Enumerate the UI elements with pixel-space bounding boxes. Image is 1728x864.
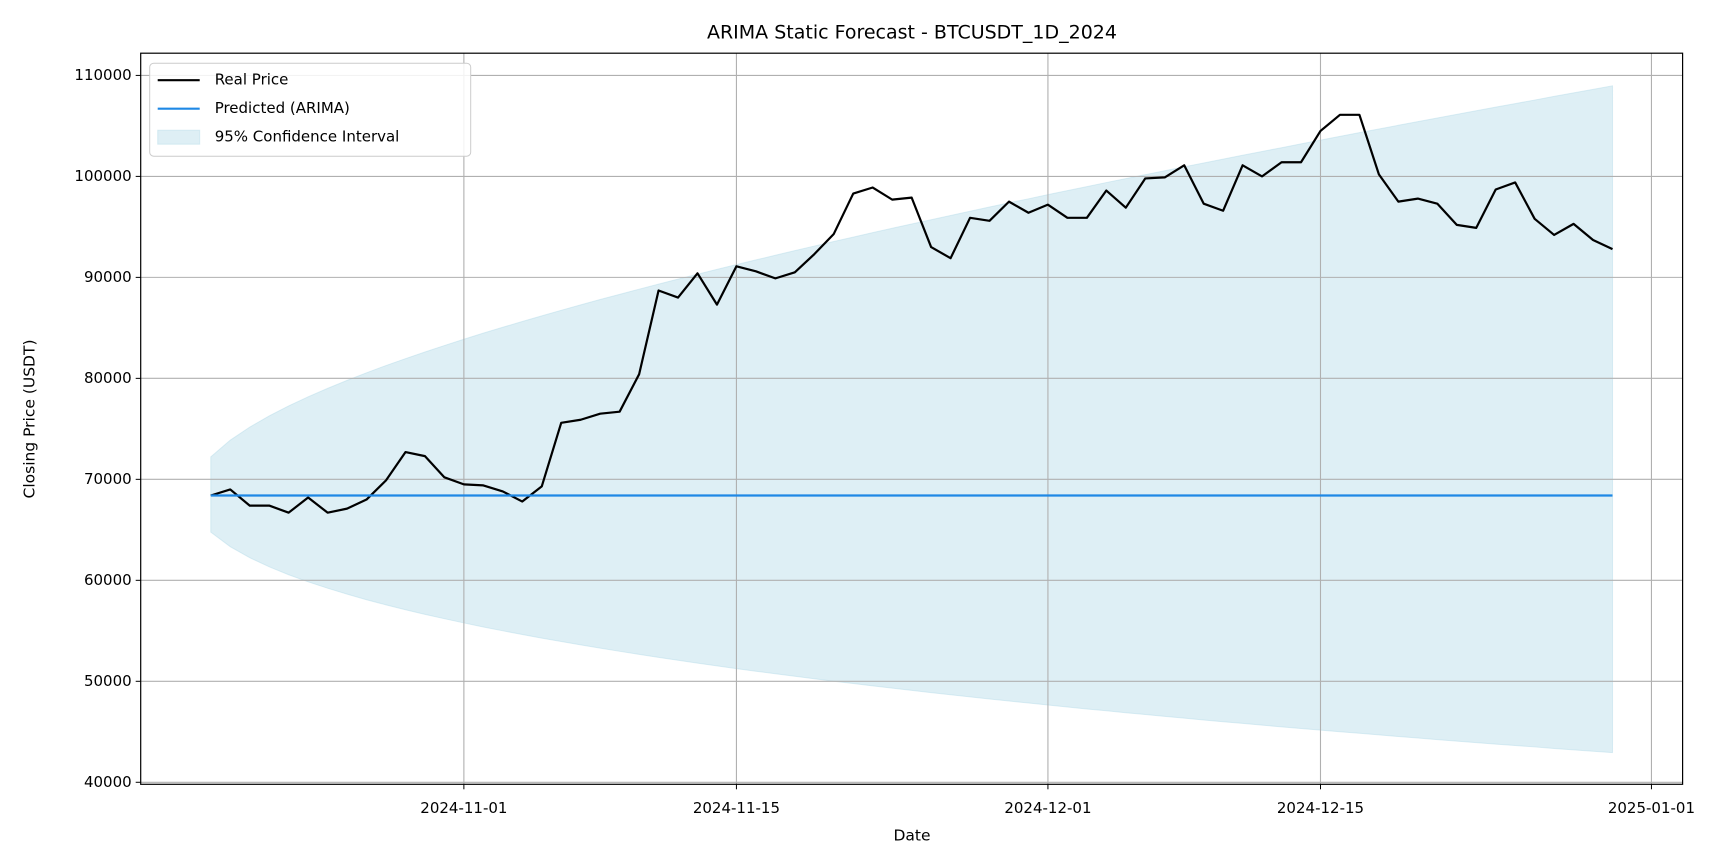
- y-tick-label: 80000: [84, 369, 132, 387]
- y-tick-label: 110000: [74, 66, 131, 84]
- legend-swatch: [157, 129, 201, 145]
- y-tick-label: 90000: [84, 268, 132, 286]
- chart-title: ARIMA Static Forecast - BTCUSDT_1D_2024: [707, 22, 1117, 44]
- legend-box: [149, 62, 472, 157]
- legend-label: 95% Confidence Interval: [215, 128, 400, 146]
- x-tick-label: 2024-11-15: [693, 799, 780, 817]
- y-tick-label: 40000: [84, 773, 132, 791]
- x-tick-label: 2024-12-15: [1277, 799, 1364, 817]
- y-tick-label: 50000: [84, 672, 132, 690]
- series-line: [210, 113, 1613, 514]
- y-tick-label: 70000: [84, 470, 132, 488]
- axes-frame: [140, 52, 1684, 785]
- x-tick-label: 2024-11-01: [420, 799, 507, 817]
- x-tick-label: 2025-01-01: [1608, 799, 1695, 817]
- y-tick-label: 60000: [84, 571, 132, 589]
- legend-label: Predicted (ARIMA): [215, 99, 350, 117]
- x-axis-label: Date: [893, 827, 930, 845]
- legend-label: Real Price: [215, 71, 289, 89]
- y-axis-label: Closing Price (USDT): [21, 339, 39, 498]
- y-tick-label: 100000: [74, 167, 131, 185]
- x-tick-label: 2024-12-01: [1004, 799, 1091, 817]
